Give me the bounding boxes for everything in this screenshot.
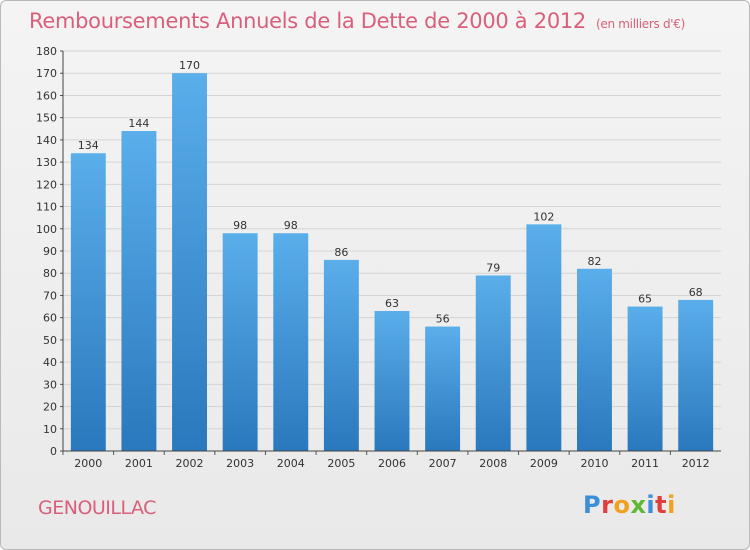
x-tick-label: 2001: [125, 457, 153, 470]
y-tick-label: 160: [36, 89, 57, 102]
y-tick-label: 40: [43, 356, 57, 369]
y-tick-label: 120: [36, 178, 57, 191]
y-tick-label: 30: [43, 378, 57, 391]
bar-2009: [526, 224, 562, 451]
x-tick-label: 2006: [378, 457, 406, 470]
data-label: 82: [587, 255, 601, 268]
data-label: 63: [385, 297, 399, 310]
bar-2007: [425, 326, 461, 451]
x-tick-label: 2008: [479, 457, 507, 470]
y-tick-label: 80: [43, 267, 57, 280]
bar-2005: [323, 259, 359, 451]
data-label: 98: [233, 219, 247, 232]
x-tick-label: 2005: [327, 457, 355, 470]
logo-letter: i: [646, 491, 656, 519]
bar-2012: [678, 299, 714, 451]
bar-2001: [121, 131, 157, 451]
chart-subtitle: (en milliers d'€): [596, 17, 686, 31]
y-tick-label: 70: [43, 289, 57, 302]
bar-2000: [70, 153, 106, 451]
data-label: 68: [689, 286, 703, 299]
logo-letter: i: [667, 491, 676, 519]
bar-2006: [374, 311, 410, 451]
bar-2003: [222, 233, 258, 451]
data-label: 170: [179, 59, 200, 72]
y-tick-label: 90: [43, 245, 57, 258]
bar-2004: [273, 233, 309, 451]
y-tick-label: 180: [36, 45, 57, 58]
logo-letter: x: [630, 491, 647, 519]
data-label: 79: [486, 261, 500, 274]
data-label: 86: [334, 246, 348, 259]
x-tick-label: 2004: [277, 457, 305, 470]
data-label: 102: [533, 210, 554, 223]
logo-letter: t: [655, 491, 668, 519]
chart-title: Remboursements Annuels de la Dette de 20…: [29, 9, 685, 33]
bar-2008: [475, 275, 511, 451]
commune-name: GENOUILLAC: [38, 497, 156, 519]
y-tick-label: 10: [43, 423, 57, 436]
y-tick-label: 170: [36, 67, 57, 80]
x-tick-label: 2000: [74, 457, 102, 470]
y-tick-label: 130: [36, 156, 57, 169]
y-tick-label: 50: [43, 334, 57, 347]
x-tick-label: 2011: [631, 457, 659, 470]
y-tick-label: 110: [36, 201, 57, 214]
x-tick-label: 2009: [530, 457, 558, 470]
data-label: 134: [78, 139, 99, 152]
x-tick-label: 2010: [580, 457, 608, 470]
y-tick-label: 60: [43, 312, 57, 325]
y-tick-label: 100: [36, 223, 57, 236]
x-axis-ticks: 2000 2001 2002 2003 2004 2005 2006 2007 2008 2009…: [62, 451, 710, 470]
data-label: 65: [638, 293, 652, 306]
y-tick-label: 140: [36, 134, 57, 147]
y-tick-label: 20: [43, 401, 57, 414]
data-label: 144: [128, 117, 149, 130]
logo-letter: o: [613, 491, 631, 519]
bar-2011: [627, 306, 663, 451]
logo-letter: r: [601, 491, 614, 519]
y-tick-label: 0: [50, 445, 57, 458]
x-tick-label: 2002: [176, 457, 204, 470]
data-label: 56: [436, 313, 450, 326]
proxiti-logo: Proxiti: [583, 491, 676, 519]
data-labels: 134 144 170 98 98 86 63 56 79 102 82 65 68: [78, 59, 703, 325]
chart-title-text: Remboursements Annuels de la Dette de 20…: [29, 9, 586, 33]
x-tick-label: 2012: [682, 457, 710, 470]
y-axis-ticks: 0 10 20 30 40 50 60 70 80 90 100 110 120 130 140 150 160…: [36, 45, 63, 458]
bars: [70, 73, 714, 451]
y-tick-label: 150: [36, 112, 57, 125]
bar-2002: [172, 73, 208, 451]
x-tick-label: 2003: [226, 457, 254, 470]
x-tick-label: 2007: [429, 457, 457, 470]
logo-letter: P: [583, 491, 602, 519]
bar-2010: [576, 268, 612, 451]
data-label: 98: [284, 219, 298, 232]
